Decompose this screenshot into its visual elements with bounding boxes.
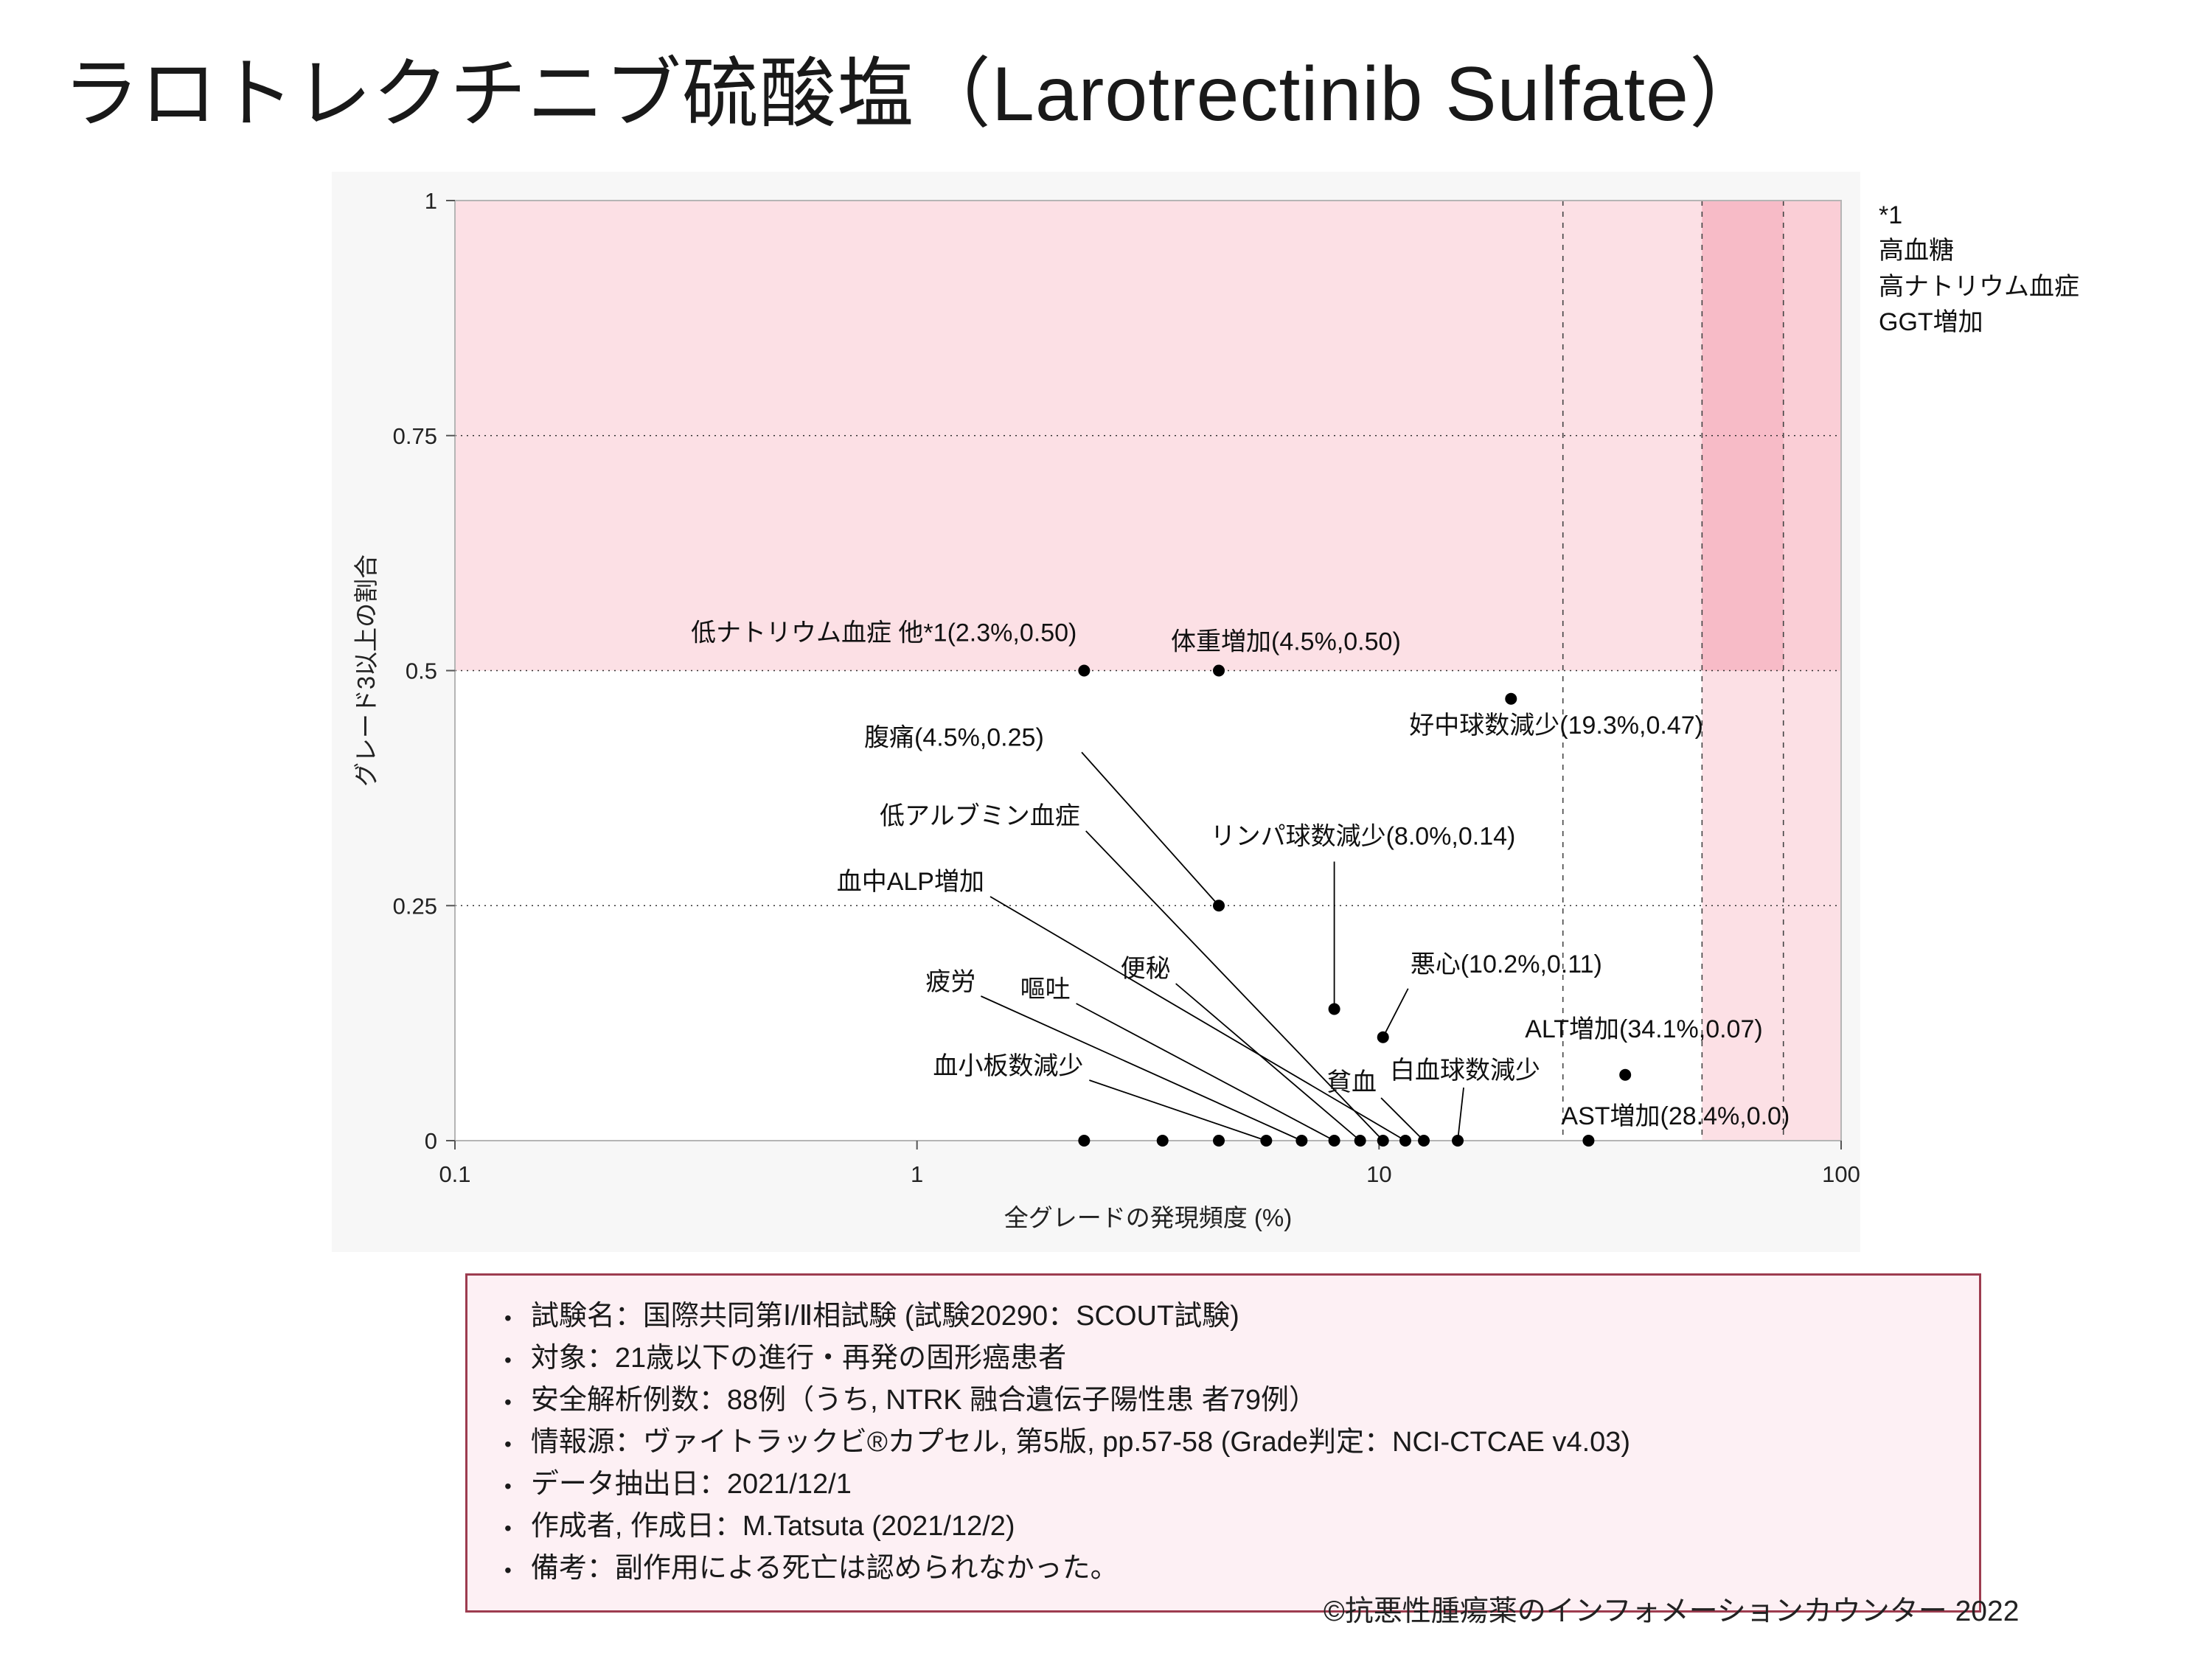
footnote-line: 高血糖 (1879, 237, 1954, 265)
point-label: 腹痛(4.5%,0.25) (864, 723, 1044, 751)
leader-line (1089, 1079, 1267, 1141)
x-tick-label: 100 (1822, 1161, 1860, 1187)
x-tick-label: 1 (911, 1161, 923, 1187)
info-item: • 作成者, 作成日：M.Tatsuta (2021/12/2) (500, 1507, 1947, 1547)
bullet-icon: • (504, 1516, 512, 1540)
scatter-plot: 0.1 1 10 100 0 0.25 0.5 0.75 1 全グレードの発現頻度 (%) グレード… (352, 188, 1860, 1231)
info-text: 備考：副作用による死亡は認められなかった。 (530, 1552, 1119, 1584)
data-point (1213, 664, 1225, 677)
y-tick-label: 0.25 (393, 893, 437, 919)
data-point (1452, 1135, 1464, 1147)
info-text: 試験名：国際共同第Ⅰ/Ⅱ相試験 (試験20290：SCOUT試験) (530, 1301, 1239, 1332)
point-label: 低ナトリウム血症 他*1(2.3%,0.50) (691, 619, 1077, 647)
data-point (1377, 1031, 1389, 1043)
data-point (1078, 1135, 1091, 1147)
footnote-line: *1 (1879, 201, 1903, 229)
point-label: 貧血 (1326, 1068, 1377, 1096)
point-label: 白血球数減少 (1390, 1057, 1540, 1085)
x-tick-label: 0.1 (439, 1161, 470, 1187)
info-item: • データ抽出日：2021/12/1 (500, 1465, 1947, 1505)
x-tick-label: 10 (1366, 1161, 1391, 1187)
info-item: • 情報源：ヴァイトラックビ®カプセル, 第5版, pp.57-58 (Grade… (500, 1423, 1947, 1463)
data-point (1582, 1135, 1595, 1147)
point-label: 疲労 (925, 968, 975, 996)
data-point (1213, 900, 1225, 912)
y-axis-label: グレード3以上の割合 (352, 554, 380, 787)
footnote-asterisk-list: *1 高血糖高ナトリウム血症 GGT増加 (1879, 198, 2079, 340)
point-label: 血小板数減少 (933, 1052, 1083, 1080)
point-label: 悪心(10.2%,0.11) (1411, 950, 1602, 978)
shaded-region (455, 201, 1841, 671)
info-text: データ抽出日：2021/12/1 (530, 1468, 852, 1500)
bullet-icon: • (504, 1348, 512, 1371)
data-point (1156, 1135, 1169, 1147)
point-label: 便秘 (1121, 955, 1171, 983)
bullet-icon: • (504, 1307, 512, 1329)
leader-line (990, 896, 1406, 1141)
bullet-icon: • (504, 1558, 512, 1582)
leader-line (1085, 830, 1384, 1141)
point-label: AST増加(28.4%,0.0) (1561, 1102, 1790, 1130)
info-text: 安全解析例数：88例（うち, NTRK 融合遺伝子陽性患 者79例） (530, 1384, 1318, 1416)
leader-line (1380, 1097, 1425, 1141)
point-label: リンパ球数減少(8.0%,0.14) (1211, 823, 1516, 851)
data-point (1354, 1135, 1366, 1147)
info-text: 対象：21歳以下の進行・再発の固形癌患者 (530, 1342, 1067, 1374)
y-tick-label: 0.5 (406, 658, 437, 684)
bullet-icon: • (504, 1432, 512, 1455)
data-point (1399, 1135, 1411, 1147)
info-item: • 安全解析例数：88例（うち, NTRK 融合遺伝子陽性患 者79例） (500, 1381, 1947, 1421)
info-text: 作成者, 作成日：M.Tatsuta (2021/12/2) (530, 1510, 1015, 1542)
y-tick-label: 0 (425, 1128, 437, 1154)
copyright-credit: ©抗悪性腫瘍薬のインフォメーションカウンター 2022 (1324, 1596, 2020, 1627)
leader-line (1457, 1087, 1464, 1141)
bullet-icon: • (504, 1390, 512, 1413)
point-label: 嘔吐 (1020, 975, 1071, 1004)
page-title: ラロトレクチニブ硫酸塩（Larotrectinib Sulfate） (63, 52, 1767, 137)
info-item: • 試験名：国際共同第Ⅰ/Ⅱ相試験 (試験20290：SCOUT試験) (500, 1297, 1947, 1337)
data-point (1260, 1135, 1273, 1147)
shaded-region (1702, 201, 1784, 671)
leader-line (981, 995, 1302, 1141)
footnote-line: GGT増加 (1879, 307, 1983, 336)
leader-line (1175, 983, 1361, 1141)
info-item: • 備考：副作用による死亡は認められなかった。 (500, 1549, 1947, 1589)
data-point (1328, 1135, 1340, 1147)
point-label: 血中ALP増加 (837, 868, 984, 896)
info-item: • 対象：21歳以下の進行・再発の固形癌患者 (500, 1339, 1947, 1379)
data-point (1505, 692, 1517, 705)
study-info-box: • 試験名：国際共同第Ⅰ/Ⅱ相試験 (試験20290：SCOUT試験) • 対象：21… (465, 1273, 1981, 1613)
point-label: 好中球数減少(19.3%,0.47) (1409, 712, 1703, 740)
data-point (1619, 1068, 1632, 1081)
leader-line (1081, 751, 1220, 906)
footnote-line: 高ナトリウム血症 (1879, 272, 2079, 301)
point-label: 低アルブミン血症 (880, 802, 1080, 830)
x-axis-label: 全グレードの発現頻度 (%) (1004, 1204, 1293, 1231)
point-label: ALT増加(34.1%,0.07) (1525, 1015, 1763, 1043)
data-point (1328, 1003, 1340, 1015)
data-point (1377, 1135, 1389, 1147)
data-point (1078, 664, 1091, 677)
data-point (1295, 1135, 1308, 1147)
y-tick-label: 1 (425, 188, 437, 214)
point-label: 体重増加(4.5%,0.50) (1171, 628, 1401, 656)
data-point (1213, 1135, 1225, 1147)
scatter-chart-panel: 0.1 1 10 100 0 0.25 0.5 0.75 1 全グレードの発現頻度 (%) グレード… (332, 172, 1860, 1252)
info-text: 情報源：ヴァイトラックビ®カプセル, 第5版, pp.57-58 (Grade判… (530, 1426, 1631, 1458)
leader-line (1076, 1003, 1335, 1141)
y-tick-label: 0.75 (393, 423, 437, 449)
bullet-icon: • (504, 1474, 512, 1498)
data-point (1418, 1135, 1430, 1147)
leader-line (1382, 988, 1409, 1038)
